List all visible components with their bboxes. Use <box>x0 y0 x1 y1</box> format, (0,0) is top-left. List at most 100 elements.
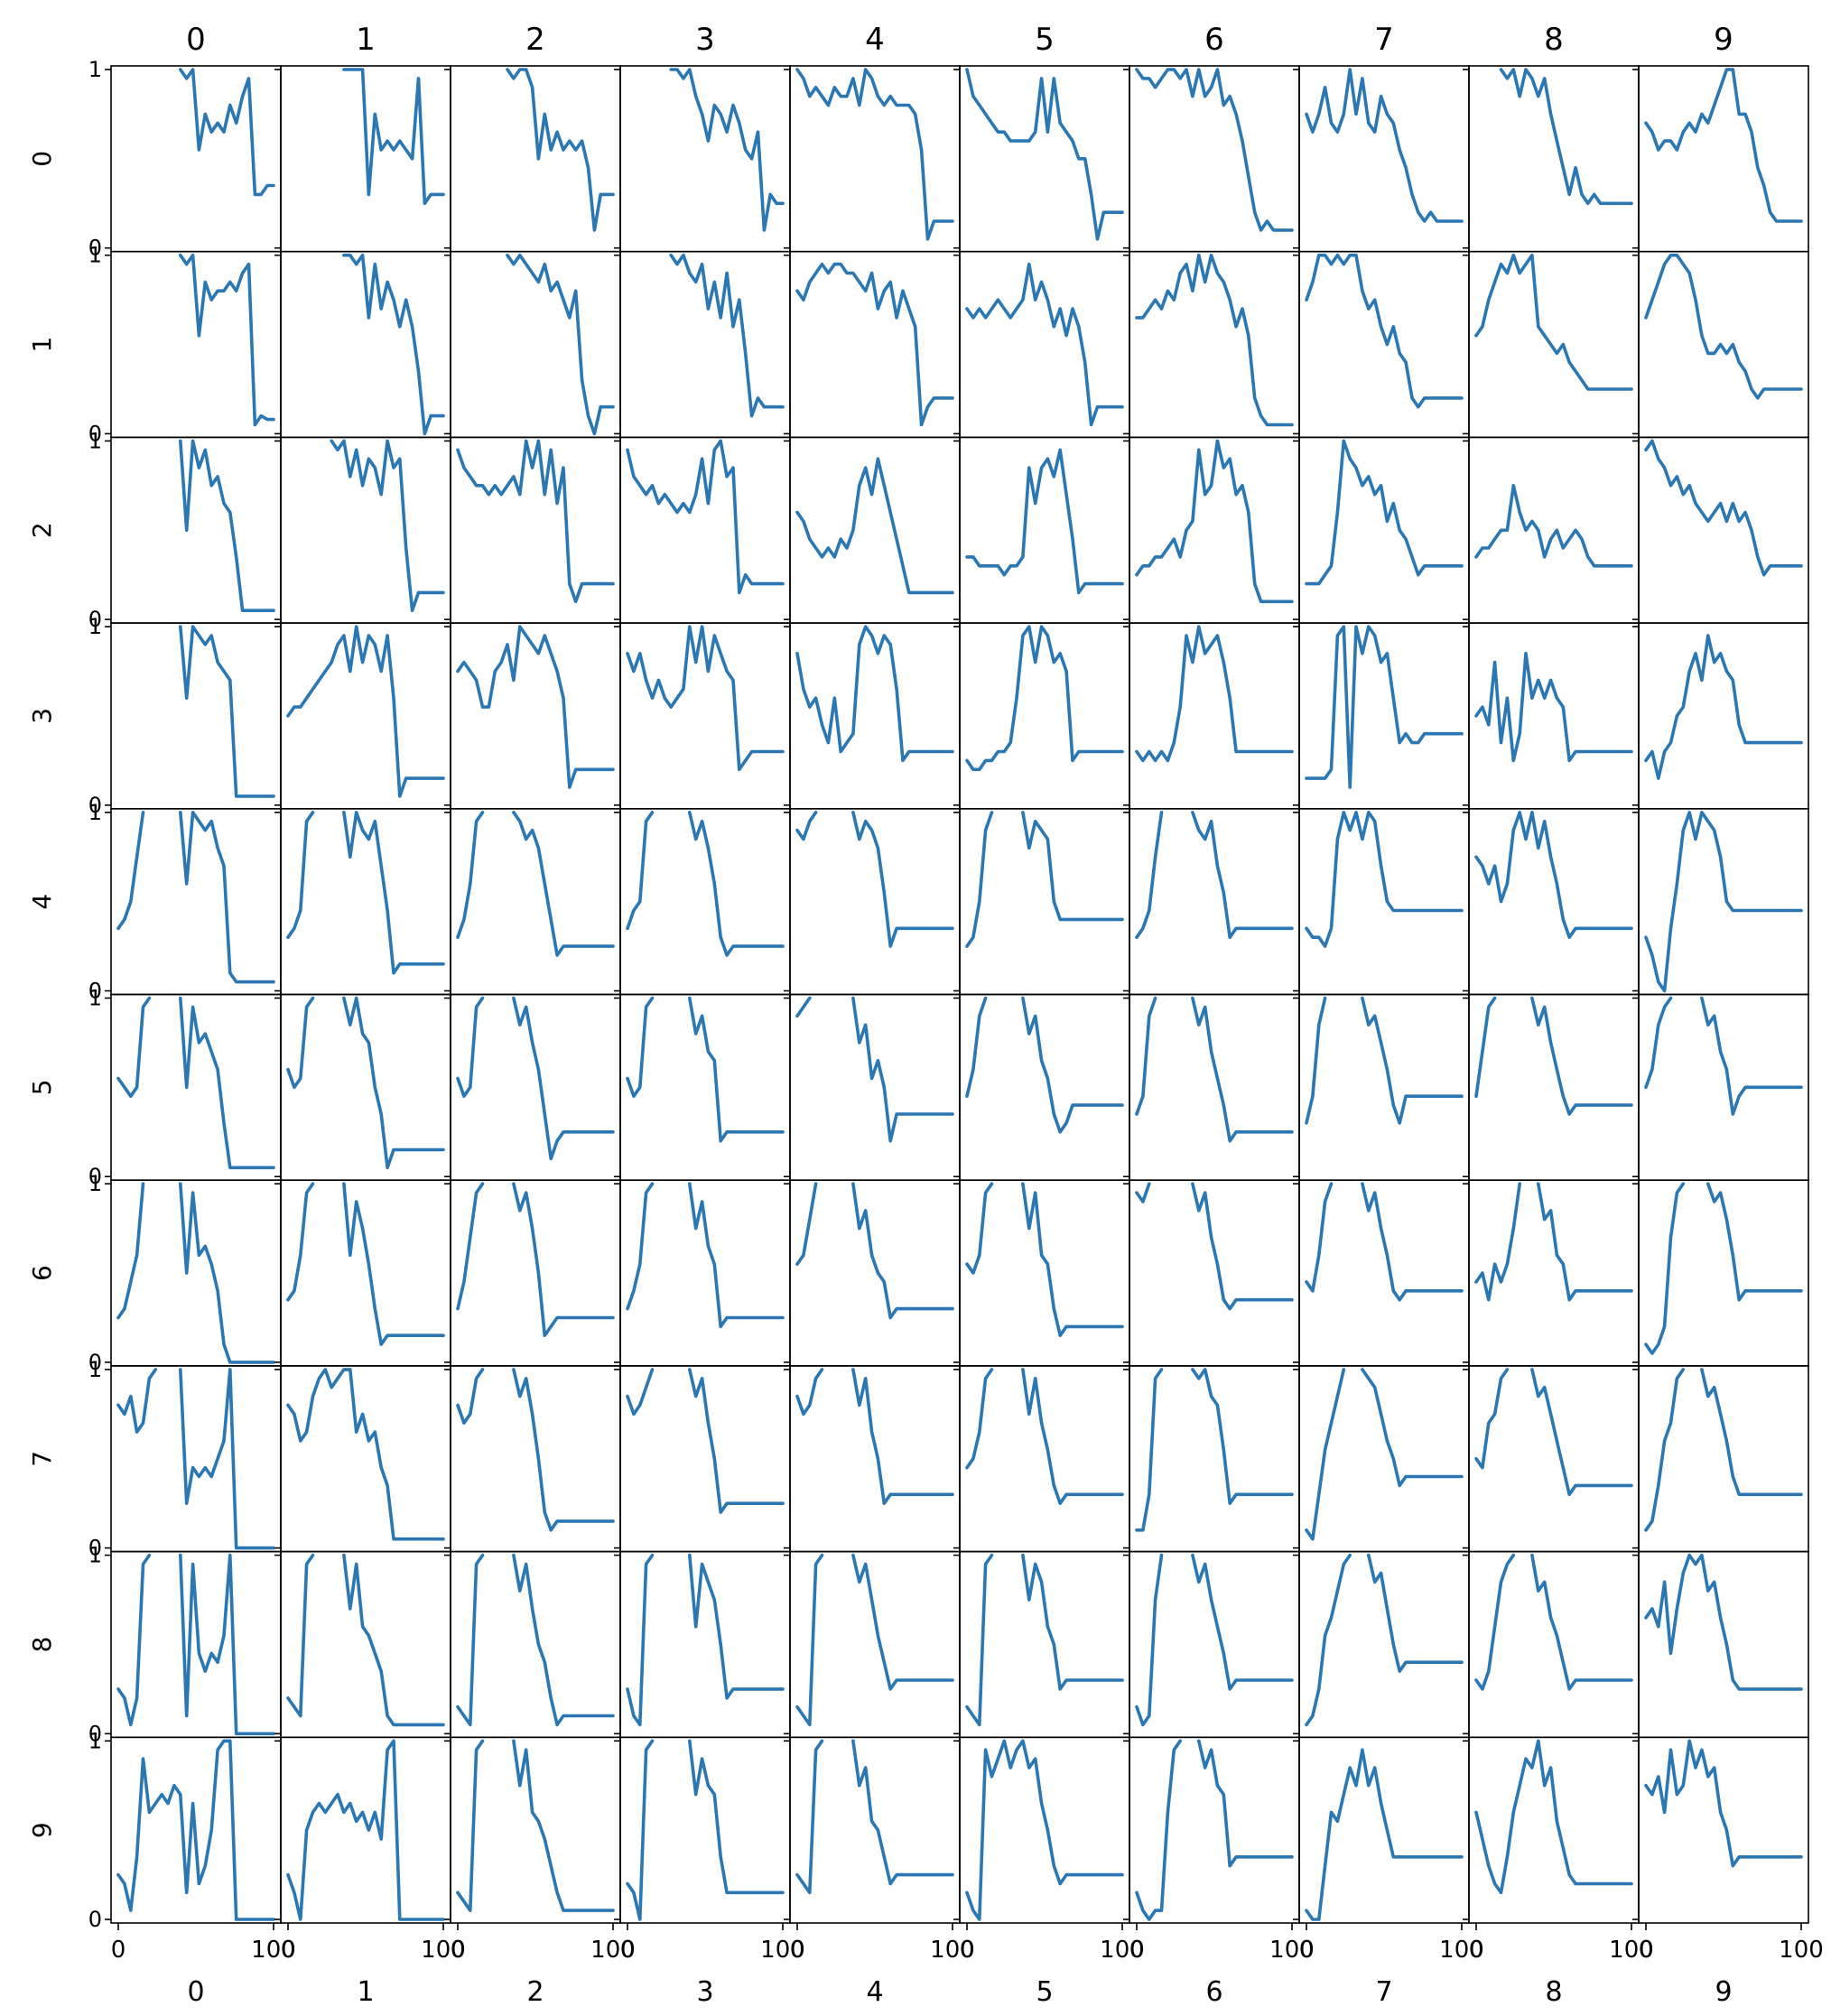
panel-frame-r5-c7 <box>1298 993 1470 1181</box>
panel-frame-r4-c7 <box>1298 807 1470 996</box>
series-line-r8-c3 <box>626 1553 785 1727</box>
row-title: 4 <box>27 894 57 910</box>
panel-frame-r7-c1 <box>280 1365 451 1553</box>
panel-frame-r9-c9 <box>1638 1736 1809 1924</box>
series-line-r9-c0 <box>116 1739 275 1921</box>
series-line-r1-c0 <box>179 253 275 427</box>
panel-frame-r9-c8 <box>1468 1736 1640 1924</box>
panel-frame-r3-c4 <box>789 622 961 810</box>
series-line-r1-c7 <box>1305 253 1464 409</box>
series-line-r1-c4 <box>795 262 954 427</box>
x-tick-label-max: 100 <box>1779 1937 1824 1964</box>
x-tick-label-min: 0 <box>790 1937 805 1964</box>
row-title: 1 <box>27 337 57 353</box>
series-line-r3-c6 <box>1135 625 1294 763</box>
row-title: 2 <box>27 522 57 538</box>
series-line-r9-c3 <box>626 1739 785 1921</box>
panel-frame-r3-c0 <box>110 622 282 810</box>
panel-frame-r2-c3 <box>619 436 791 624</box>
series-line-r4-c8 <box>1474 811 1633 939</box>
row-title: 0 <box>27 151 57 167</box>
series-line-r8-c4 <box>795 1553 954 1727</box>
series-line-r2-c5 <box>965 448 1124 595</box>
series-line-r5-c7 <box>1305 996 1464 1125</box>
y-tick-label-max: 1 <box>88 243 102 268</box>
column-title: 7 <box>1374 22 1394 58</box>
panel-frame-r8-c8 <box>1468 1550 1640 1739</box>
series-line-r0-c3 <box>669 68 785 232</box>
panel-frame-r2-c0 <box>110 436 282 624</box>
panel-frame-r2-c2 <box>450 436 621 624</box>
panel-frame-r7-c4 <box>789 1365 961 1553</box>
series-line-r9-c8 <box>1474 1739 1633 1895</box>
x-tick-label-max: 100 <box>1609 1937 1654 1964</box>
x-tick-label-min: 0 <box>1299 1937 1315 1964</box>
panel-frame-r7-c9 <box>1638 1365 1809 1553</box>
series-line-r0-c0 <box>179 68 275 197</box>
column-title: 4 <box>865 22 885 58</box>
series-line-r7-c8 <box>1474 1368 1633 1497</box>
panel-frame-r5-c8 <box>1468 993 1640 1181</box>
row-title: 7 <box>27 1451 57 1467</box>
series-line-r3-c7 <box>1305 625 1464 789</box>
series-line-r1-c3 <box>669 253 785 418</box>
y-tick-label-max: 1 <box>88 1543 102 1568</box>
y-tick-label-min: 0 <box>88 236 102 261</box>
y-tick-label-min: 0 <box>88 1164 102 1189</box>
x-axis-label: 1 <box>357 1976 374 2008</box>
x-axis-label: 3 <box>696 1976 713 2008</box>
x-axis-label: 0 <box>187 1976 204 2008</box>
x-tick-label-min: 0 <box>111 1937 126 1964</box>
series-line-r6-c8 <box>1474 1182 1633 1302</box>
column-title: 9 <box>1714 22 1733 58</box>
y-tick-label-max: 1 <box>88 800 102 825</box>
x-tick-label-min: 0 <box>960 1937 975 1964</box>
series-line-r8-c2 <box>456 1553 615 1727</box>
series-line-r6-c2 <box>456 1182 615 1337</box>
series-line-r1-c2 <box>506 253 615 436</box>
panel-frame-r4-c8 <box>1468 807 1640 996</box>
series-line-r9-c1 <box>286 1739 445 1921</box>
series-line-r3-c3 <box>626 625 785 772</box>
panel-frame-r1-c9 <box>1638 250 1809 439</box>
y-tick-label-min: 0 <box>88 1907 102 1932</box>
row-title: 9 <box>27 1822 57 1838</box>
column-title: 3 <box>695 22 715 58</box>
x-tick-label-max: 100 <box>590 1937 636 1964</box>
series-line-r4-c6 <box>1135 811 1294 939</box>
panel-frame-r1-c4 <box>789 250 961 439</box>
panel-frame-r0-c9 <box>1638 65 1809 253</box>
series-line-r9-c9 <box>1644 1739 1803 1868</box>
series-line-r5-c5 <box>965 996 1124 1134</box>
series-line-r0-c9 <box>1644 68 1803 223</box>
y-tick-label-min: 0 <box>88 1721 102 1746</box>
series-line-r0-c5 <box>965 68 1124 241</box>
y-tick-label-min: 0 <box>88 793 102 818</box>
series-line-r3-c1 <box>286 625 445 798</box>
series-line-r4-c1 <box>286 811 445 975</box>
column-title: 2 <box>525 22 545 58</box>
series-line-r3-c4 <box>795 625 954 763</box>
panel-frame-r8-c9 <box>1638 1550 1809 1739</box>
series-line-r6-c3 <box>626 1182 785 1329</box>
x-tick-label-min: 0 <box>1129 1937 1145 1964</box>
series-line-r0-c2 <box>506 68 615 232</box>
series-line-r6-c7 <box>1305 1182 1464 1302</box>
x-axis-label: 9 <box>1715 1976 1732 2008</box>
series-line-r8-c1 <box>286 1553 445 1727</box>
series-line-r3-c2 <box>456 625 615 789</box>
series-line-r0-c8 <box>1499 68 1633 206</box>
series-line-r1-c8 <box>1474 253 1633 391</box>
x-tick-label-min: 0 <box>281 1937 296 1964</box>
column-title: 8 <box>1544 22 1564 58</box>
column-title: 0 <box>186 22 206 58</box>
x-tick-label-min: 0 <box>451 1937 466 1964</box>
series-line-r5-c1 <box>286 996 445 1170</box>
series-line-r3-c0 <box>179 625 275 798</box>
x-axis-label: 5 <box>1036 1976 1053 2008</box>
y-tick-label-max: 1 <box>88 986 102 1011</box>
x-axis-label: 7 <box>1375 1976 1392 2008</box>
panel-frame-r1-c5 <box>959 250 1130 439</box>
y-tick-label-max: 1 <box>88 1728 102 1753</box>
